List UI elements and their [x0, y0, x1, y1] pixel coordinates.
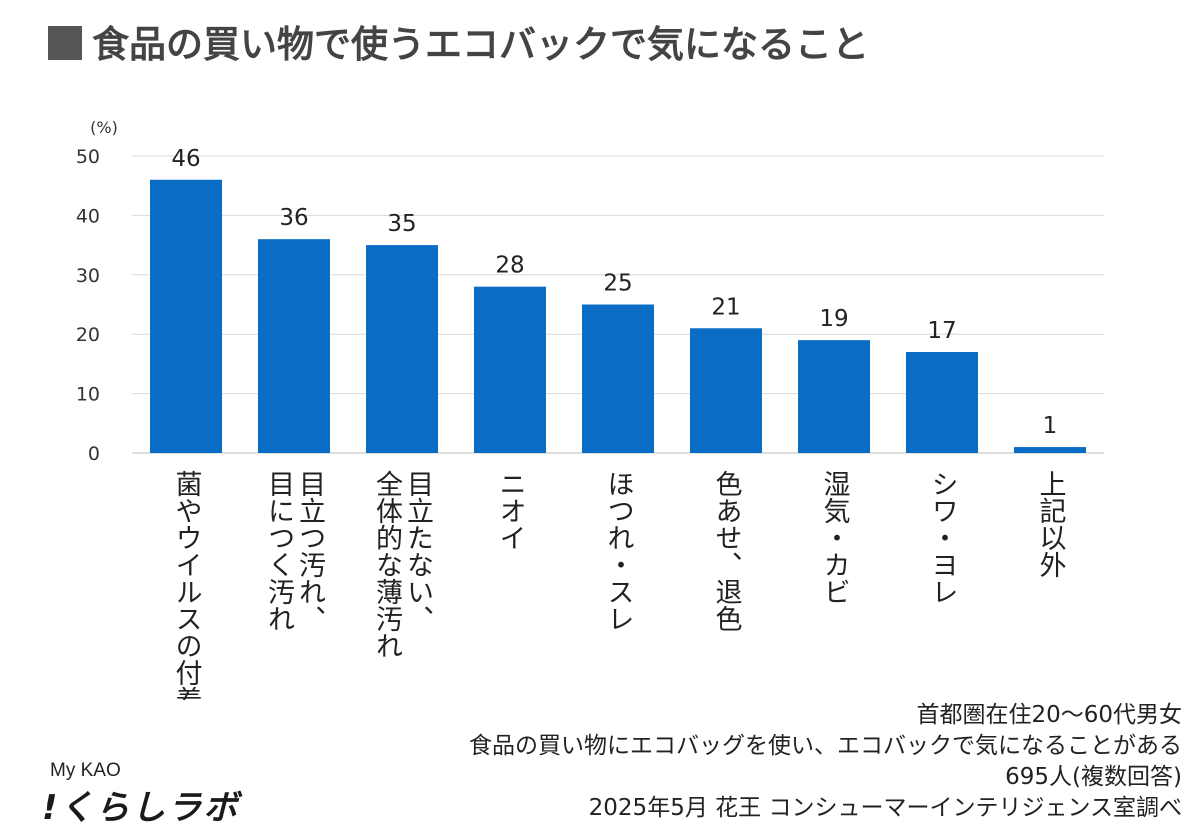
title-square-icon — [48, 26, 82, 60]
y-tick-label: 50 — [76, 146, 100, 168]
x-tick-label: 目立たない、 — [402, 470, 433, 632]
data-label: 36 — [279, 205, 308, 231]
bar — [582, 304, 654, 453]
bar — [150, 179, 222, 453]
x-tick-label: 目立つ汚れ、 — [294, 470, 325, 632]
data-label: 35 — [387, 211, 416, 237]
bar — [798, 340, 870, 453]
x-tick-label: 上記以外 — [1035, 470, 1066, 578]
note-line-4: 2025年5月 花王 コンシューマーインテリジェンス室調べ — [588, 795, 1182, 821]
page-title: 食品の買い物で使うエコバックで気になること — [48, 14, 869, 68]
logo-brand: My KAO — [50, 760, 121, 781]
y-unit-label: (%) — [90, 118, 118, 137]
note-line-2: 食品の買い物にエコバッグを使い、エコバックで気になることがある — [469, 733, 1182, 759]
kurashi-labo-logo: My KAO !くらしラボ — [42, 760, 240, 829]
y-tick-label: 30 — [76, 265, 100, 287]
note-line-1: 首都圏在住20～60代男女 — [916, 702, 1182, 728]
x-tick-label: 全体的な薄汚れ — [371, 470, 403, 659]
x-tick-label: 湿気・カビ — [819, 470, 850, 605]
logo-name: !くらしラボ — [42, 788, 240, 828]
data-label: 21 — [711, 294, 740, 320]
data-label: 25 — [603, 271, 632, 297]
note-line-3: 695人(複数回答) — [1005, 764, 1182, 790]
bar — [1014, 447, 1086, 453]
bar — [690, 328, 762, 453]
y-tick-label: 20 — [76, 324, 100, 346]
x-tick-label: シワ・ヨレ — [927, 470, 958, 605]
bar — [474, 286, 546, 453]
survey-notes: 首都圏在住20～60代男女 食品の買い物にエコバッグを使い、エコバックで気になる… — [469, 700, 1182, 824]
y-tick-label: 40 — [76, 205, 100, 227]
title-text: 食品の買い物で使うエコバックで気になること — [92, 23, 869, 66]
data-label: 28 — [495, 253, 524, 279]
x-tick-label: 目につく汚れ — [263, 470, 294, 632]
x-tick-label: ニオイ — [495, 470, 526, 551]
x-tick-label: 菌やウイルスの付着 — [171, 470, 203, 700]
data-label: 19 — [819, 306, 848, 332]
y-tick-label: 0 — [88, 443, 100, 465]
x-tick-label: 色あせ、退色 — [711, 470, 742, 632]
data-label: 17 — [927, 318, 956, 344]
data-label: 46 — [171, 146, 200, 172]
y-tick-label: 10 — [76, 384, 100, 406]
bar-chart: 0 10 20 30 40 50 (%) 46 菌やウイルスの付着 36 目立つ汚れ、目につく汚れ 3… — [76, 118, 1104, 700]
x-tick-label: ほつれ・スレ — [603, 470, 634, 632]
bar — [366, 245, 438, 453]
bar — [906, 352, 978, 453]
data-label: 1 — [1043, 413, 1058, 439]
bar — [258, 239, 330, 453]
